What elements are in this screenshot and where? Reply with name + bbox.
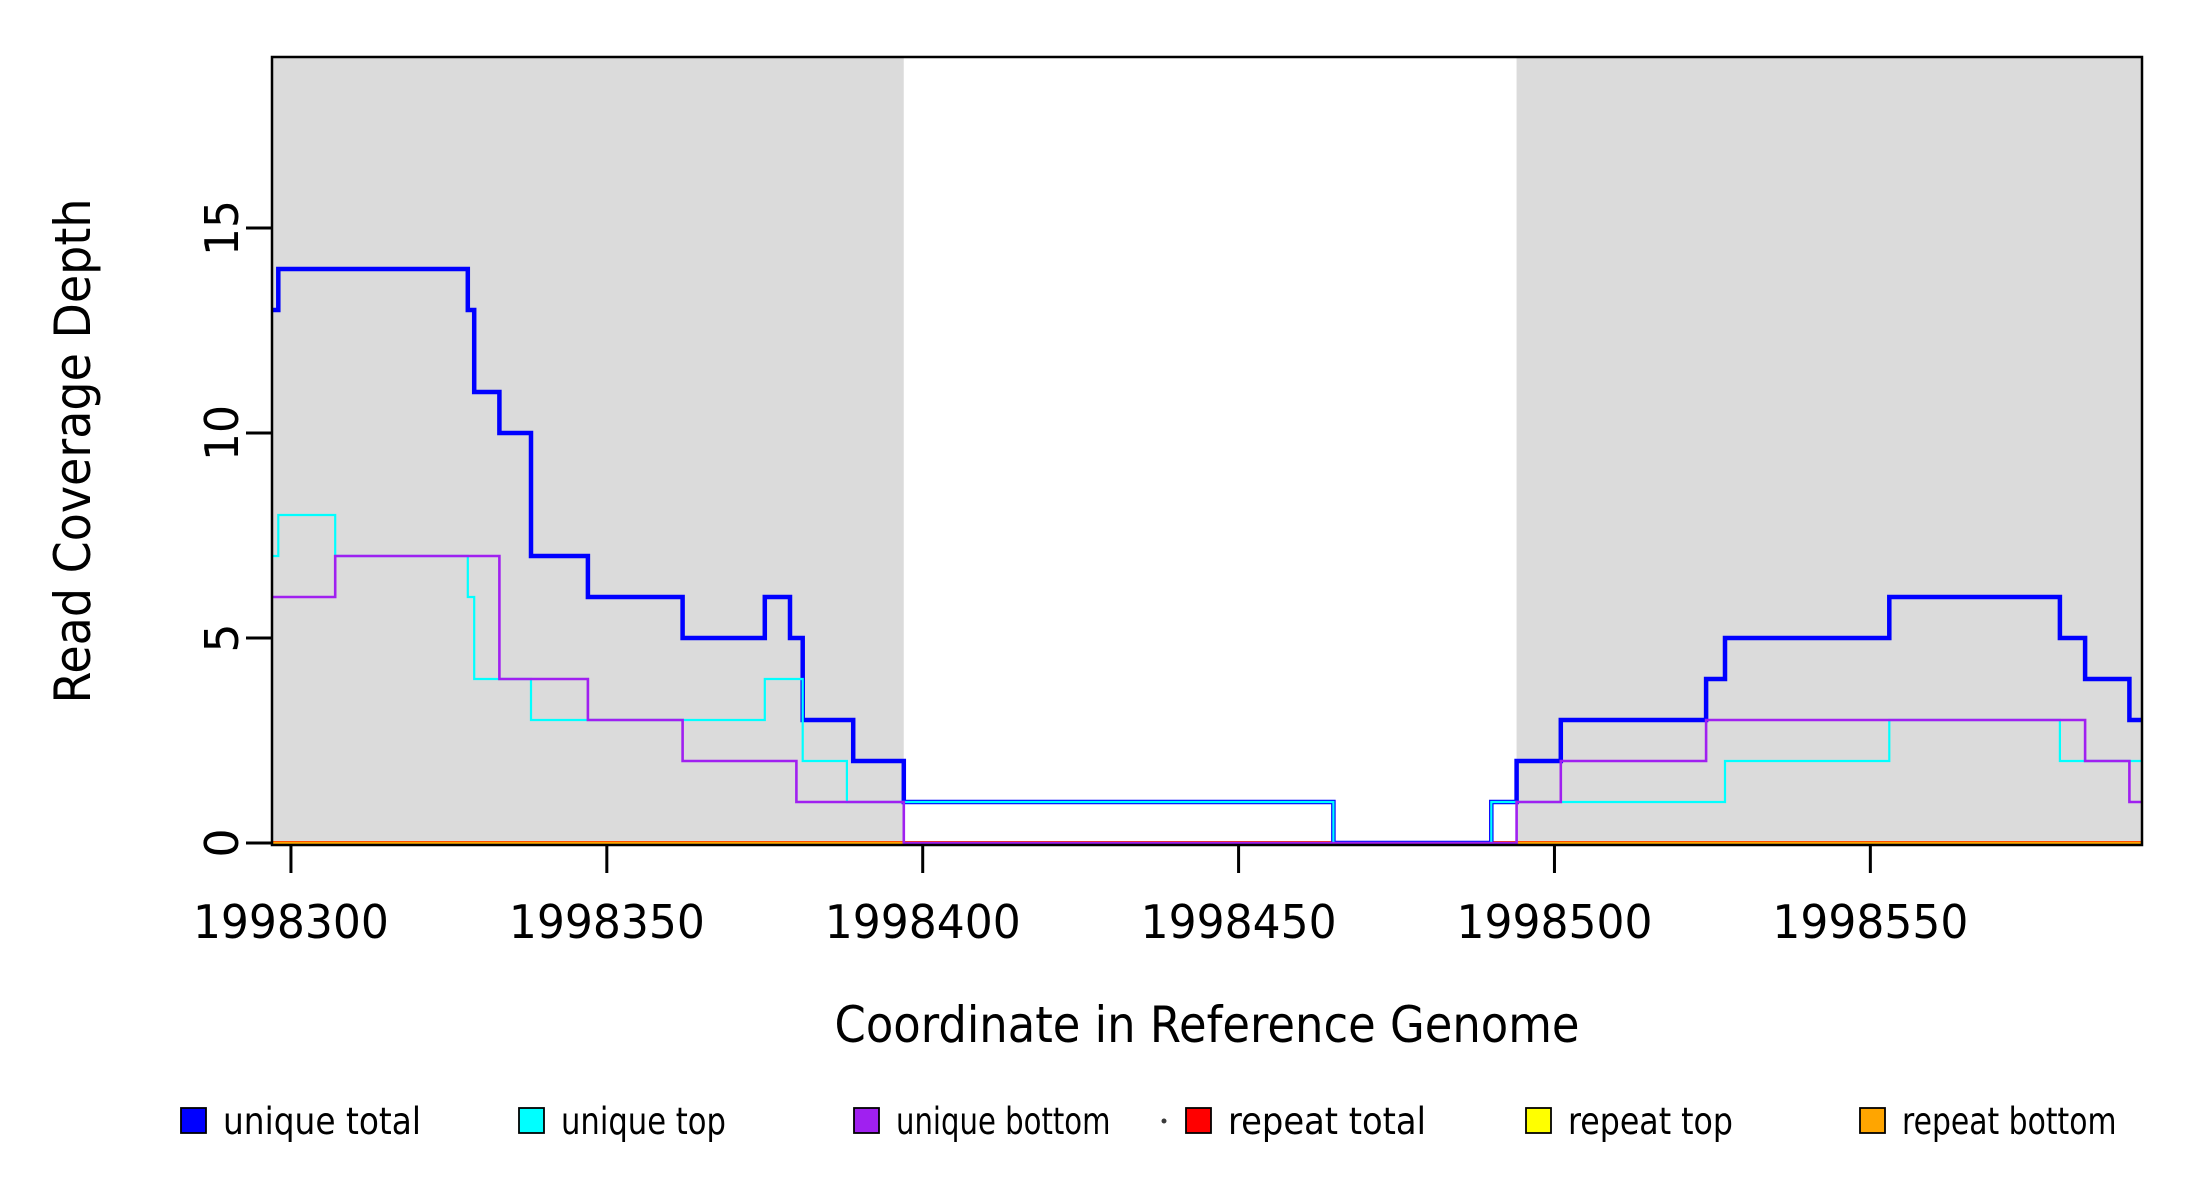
y-tick-label-3: 15 xyxy=(195,200,249,256)
plot-border xyxy=(270,55,2144,847)
legend-label-repeat-top: repeat top xyxy=(1568,1100,1733,1143)
y-axis-title: Read Coverage Depth xyxy=(44,199,102,704)
x-tick-label-5: 1998550 xyxy=(1772,895,1968,949)
stray-dot-artifact xyxy=(1161,1118,1167,1124)
legend-label-repeat-total: repeat total xyxy=(1228,1100,1426,1143)
series-line-unique-bottom xyxy=(272,554,2142,845)
legend-swatch-unique-bottom xyxy=(853,1107,880,1134)
legend-swatch-repeat-top xyxy=(1525,1107,1552,1134)
x-tick-label-3: 1998450 xyxy=(1141,895,1337,949)
x-tick-label-4: 1998500 xyxy=(1456,895,1652,949)
legend-label-unique-bottom: unique bottom xyxy=(896,1100,1111,1143)
series-line-unique-total xyxy=(272,266,2142,846)
x-axis-title: Coordinate in Reference Genome xyxy=(835,996,1580,1054)
legend-label-repeat-bottom: repeat bottom xyxy=(1902,1100,2117,1143)
legend-label-unique-total: unique total xyxy=(223,1100,421,1143)
legend-label-unique-top: unique top xyxy=(561,1100,726,1143)
legend-swatch-repeat-bottom xyxy=(1859,1107,1886,1134)
y-tick-label-2: 10 xyxy=(195,405,249,461)
right-shaded-region xyxy=(1516,57,2142,845)
y-tick-label-0: 0 xyxy=(195,828,249,857)
legend-swatch-repeat-total xyxy=(1185,1107,1212,1134)
legend-swatch-unique-total xyxy=(180,1107,207,1134)
x-tick-label-0: 1998300 xyxy=(193,895,389,949)
left-shaded-region xyxy=(272,57,904,845)
x-tick-label-2: 1998400 xyxy=(825,895,1021,949)
y-tick-label-1: 5 xyxy=(195,623,249,652)
legend-swatch-unique-top xyxy=(518,1107,545,1134)
x-tick-label-1: 1998350 xyxy=(509,895,705,949)
